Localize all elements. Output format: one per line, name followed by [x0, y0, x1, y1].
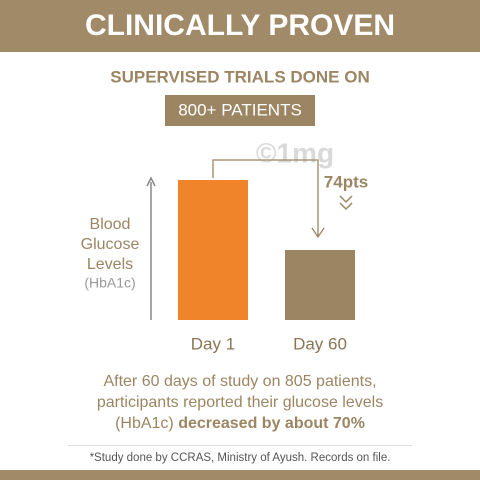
title: CLINICALLY PROVEN [85, 9, 395, 42]
y-label: Glucose [81, 236, 140, 253]
title-banner [0, 0, 480, 52]
difference-bracket [212, 159, 325, 239]
x-tick-label: Day 1 [191, 334, 235, 353]
watermark: ©1mg [256, 137, 334, 168]
x-tick-label: Day 60 [293, 334, 347, 353]
separator [68, 445, 412, 446]
caption-part: (HbA1c) [115, 415, 178, 432]
bar [285, 250, 355, 320]
caption: After 60 days of study on 805 patients, [103, 373, 376, 390]
bar [178, 180, 248, 320]
bottom-strip [0, 470, 480, 480]
annotation: 74pts [324, 172, 368, 191]
caption-last: (HbA1c) decreased by about 70% [115, 415, 365, 432]
y-label: Levels [87, 256, 133, 273]
footnote: *Study done by CCRAS, Ministry of Ayush.… [90, 452, 391, 464]
highlight-box [165, 95, 315, 126]
y-axis-arrow [146, 176, 156, 187]
caption-emphasis: decreased by about 70% [178, 415, 365, 432]
subtitle: SUPERVISED TRIALS DONE ON [110, 67, 369, 86]
y-label-unit: (HbA1c) [84, 275, 135, 291]
y-label: Blood [90, 216, 131, 233]
highlight: 800+ PATIENTS [178, 100, 302, 119]
caption: participants reported their glucose leve… [97, 394, 383, 411]
down-chevrons [339, 195, 353, 211]
